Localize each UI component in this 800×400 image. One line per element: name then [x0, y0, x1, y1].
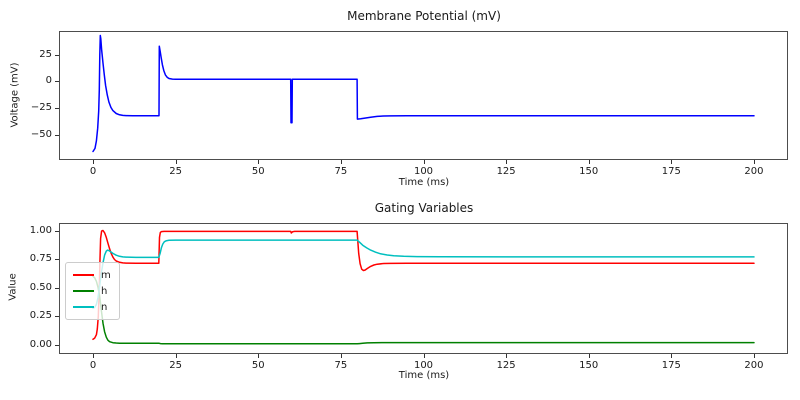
y-tick	[55, 344, 59, 346]
legend-item-n: n	[73, 299, 111, 315]
legend-item-h: h	[73, 283, 111, 299]
x-tick	[588, 354, 590, 358]
series-line-h	[92, 275, 755, 345]
x-tick-label: 200	[744, 166, 764, 177]
x-tick	[175, 160, 177, 164]
gating-variables-axes	[59, 223, 788, 354]
x-tick	[588, 160, 590, 164]
x-tick	[753, 354, 755, 358]
x-tick-label: 175	[661, 360, 681, 371]
x-tick-label: 0	[89, 166, 97, 177]
y-tick-label: 0	[45, 75, 52, 87]
x-tick-label: 50	[251, 166, 265, 177]
y-tick-label: 25	[39, 48, 52, 60]
y-tick-label: 1.00	[29, 224, 52, 236]
y-tick-label: 0.75	[29, 253, 52, 265]
x-tick-label: 125	[496, 360, 516, 371]
x-tick	[753, 160, 755, 164]
x-tick	[671, 354, 673, 358]
y-tick-label: 0.25	[29, 310, 52, 322]
y-tick	[55, 81, 59, 83]
plot-canvas	[92, 34, 755, 153]
x-tick	[258, 354, 260, 358]
y-tick	[55, 54, 59, 56]
y-tick-label: −50	[30, 128, 52, 140]
x-tick-label: 200	[744, 360, 764, 371]
legend: m h n	[65, 262, 120, 320]
x-tick	[93, 354, 95, 358]
x-tick-label: 100	[413, 166, 434, 177]
y-tick	[55, 134, 59, 136]
x-tick	[93, 160, 95, 164]
x-tick-label: 75	[334, 360, 348, 371]
legend-line-m-icon	[73, 274, 94, 276]
x-tick	[175, 354, 177, 358]
legend-item-m: m	[73, 267, 111, 283]
x-axis-label-bottom: Time (ms)	[398, 370, 450, 381]
x-tick-label: 50	[251, 360, 265, 371]
x-tick	[506, 354, 508, 358]
legend-label-h: h	[101, 285, 108, 297]
x-tick-label: 75	[334, 166, 348, 177]
x-tick-label: 125	[496, 166, 516, 177]
x-tick-label: 150	[579, 360, 599, 371]
x-tick-label: 175	[661, 166, 681, 177]
legend-label-n: n	[101, 301, 108, 313]
y-tick-label: 0.50	[29, 281, 52, 293]
y-tick	[55, 230, 59, 232]
x-axis-label-top: Time (ms)	[398, 177, 450, 188]
x-tick	[340, 160, 342, 164]
legend-label-m: m	[101, 269, 111, 281]
legend-line-h-icon	[73, 290, 94, 292]
legend-line-n-icon	[73, 306, 94, 308]
plot-title-gating-variables: Gating Variables	[374, 201, 474, 215]
y-tick	[55, 287, 59, 289]
x-tick-label: 100	[413, 360, 434, 371]
y-tick-label: 0.00	[29, 338, 52, 350]
plot-canvas	[92, 229, 755, 345]
y-tick	[55, 316, 59, 318]
series-line-m	[92, 229, 755, 341]
x-tick-label: 150	[579, 166, 599, 177]
x-tick-label: 25	[169, 360, 183, 371]
x-tick	[423, 354, 425, 358]
x-tick-label: 25	[169, 166, 183, 177]
x-tick	[423, 160, 425, 164]
x-tick	[671, 160, 673, 164]
y-tick-label: −25	[30, 101, 52, 113]
series-line-n	[92, 239, 755, 310]
y-tick	[55, 259, 59, 261]
plot-title-membrane-potential: Membrane Potential (mV)	[347, 9, 501, 23]
x-tick	[258, 160, 260, 164]
x-tick	[506, 160, 508, 164]
membrane-potential-axes	[59, 31, 788, 160]
y-tick	[55, 107, 59, 109]
x-tick	[340, 354, 342, 358]
y-axis-label-top: Voltage (mV)	[9, 62, 21, 128]
series-line-V	[92, 34, 755, 153]
x-tick-label: 0	[89, 360, 97, 371]
